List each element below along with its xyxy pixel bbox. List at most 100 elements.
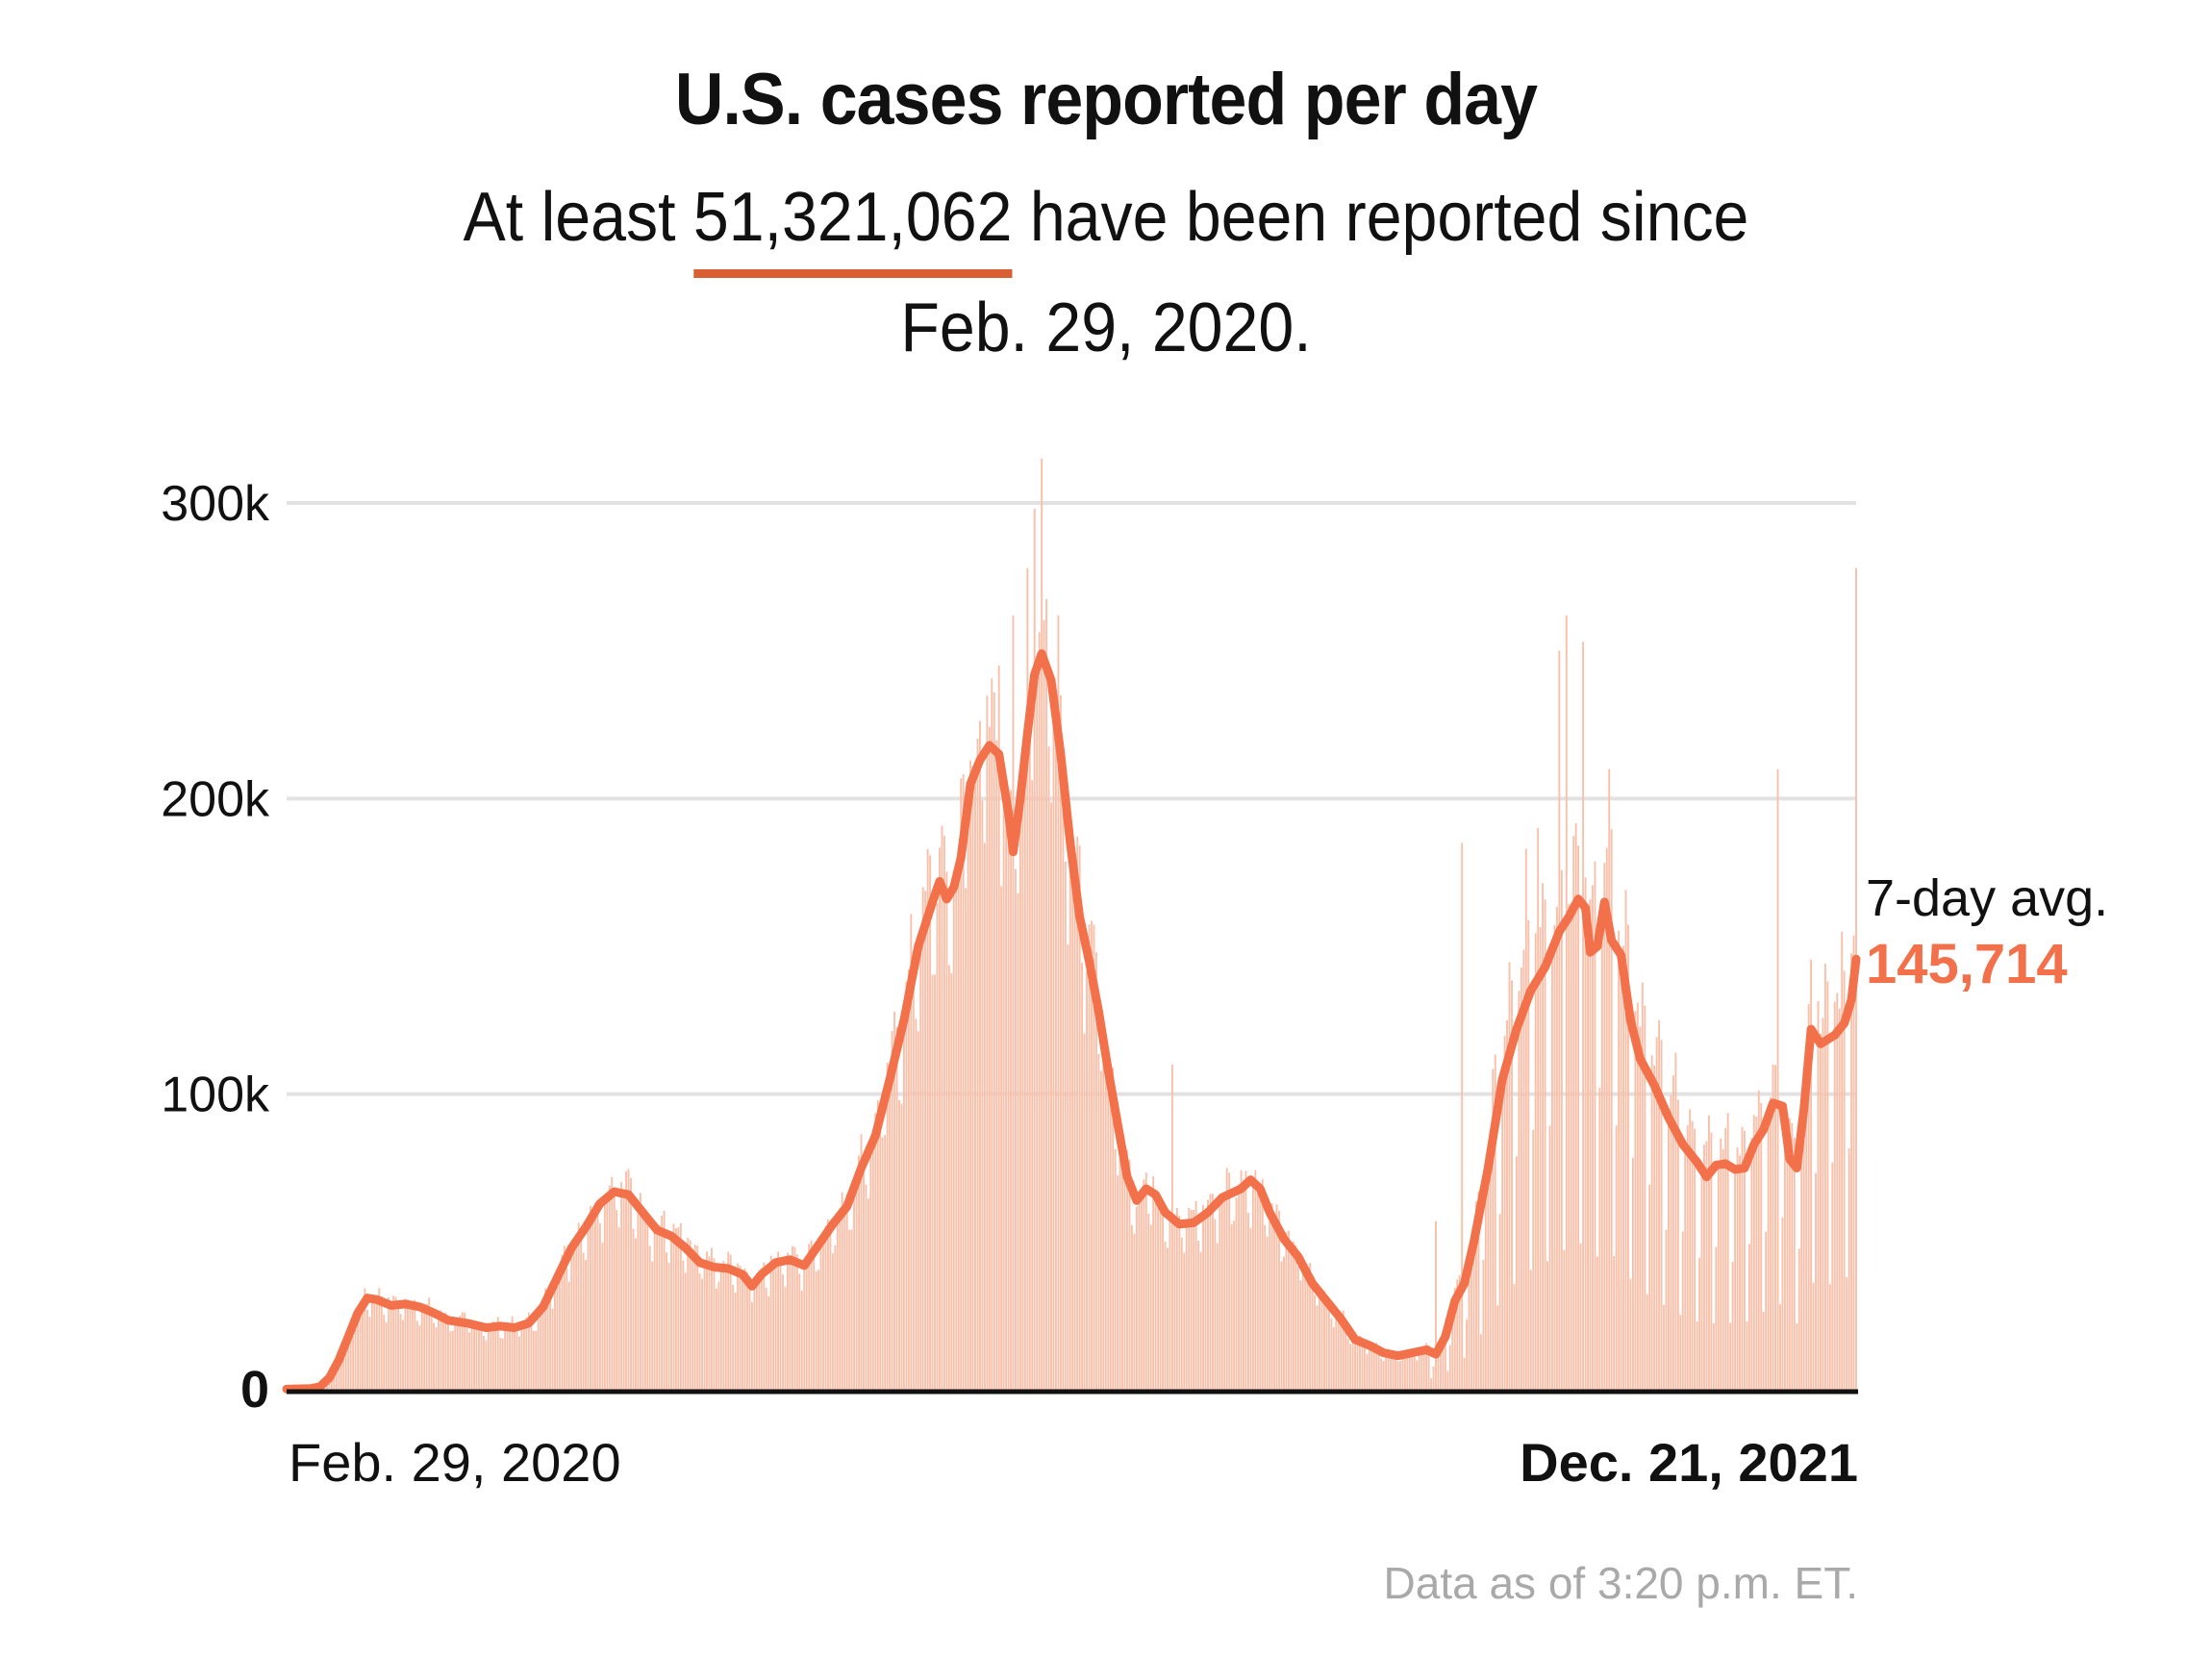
daily-case-bar	[1342, 1310, 1345, 1390]
daily-case-bar	[969, 760, 972, 1390]
daily-case-bar	[1202, 1204, 1204, 1390]
daily-case-bar	[952, 870, 955, 1390]
daily-case-bar	[779, 1257, 782, 1390]
daily-case-bar	[580, 1231, 583, 1390]
daily-case-bar	[1574, 823, 1577, 1390]
daily-case-bar	[1356, 1336, 1359, 1390]
daily-case-bar	[971, 766, 974, 1390]
daily-case-bar	[672, 1223, 675, 1390]
daily-case-bar	[1005, 799, 1008, 1390]
daily-case-bar	[603, 1197, 606, 1390]
daily-case-bar	[1584, 877, 1587, 1390]
daily-case-bar	[1219, 1195, 1221, 1390]
daily-case-bar	[742, 1275, 743, 1390]
y-axis-ticks: 0 100k 200k 300k	[161, 476, 270, 1419]
daily-case-bar	[774, 1264, 777, 1390]
daily-case-bar	[420, 1307, 423, 1390]
daily-case-bar	[979, 720, 981, 1390]
daily-case-bar	[1071, 857, 1074, 1390]
daily-case-bar	[1144, 1172, 1147, 1390]
daily-case-bar	[1518, 991, 1521, 1390]
daily-case-bar	[658, 1225, 661, 1390]
daily-case-bar	[753, 1286, 756, 1390]
daily-case-bar	[1631, 1157, 1634, 1390]
daily-case-bar	[739, 1265, 742, 1390]
daily-case-bar	[874, 1113, 877, 1390]
daily-case-bar	[1290, 1245, 1293, 1390]
daily-case-bar	[860, 1134, 863, 1390]
daily-case-bar	[1838, 1008, 1841, 1390]
daily-case-bar	[1729, 1322, 1732, 1390]
daily-case-bar	[1479, 1334, 1482, 1390]
daily-case-bar	[784, 1286, 787, 1390]
daily-case-bar	[1283, 1256, 1285, 1390]
daily-case-bar	[375, 1298, 378, 1390]
daily-case-bar	[1244, 1170, 1247, 1390]
daily-case-bar	[1503, 1035, 1506, 1390]
daily-case-bar	[1466, 1319, 1469, 1390]
daily-case-bar	[1627, 924, 1629, 1390]
daily-case-bar	[1045, 598, 1048, 1390]
daily-case-bar	[591, 1215, 594, 1390]
daily-case-bar	[1644, 1005, 1646, 1390]
daily-case-bar	[667, 1263, 670, 1390]
daily-case-bar	[1036, 677, 1039, 1390]
daily-case-bar	[1128, 1159, 1131, 1390]
daily-case-bar	[743, 1269, 746, 1390]
daily-case-bar	[561, 1254, 564, 1390]
daily-case-bar	[440, 1310, 442, 1390]
daily-case-bar	[641, 1213, 644, 1390]
daily-case-bar	[865, 1184, 867, 1390]
daily-case-bar	[763, 1262, 766, 1390]
daily-case-bar	[1083, 1033, 1086, 1390]
daily-case-bar	[1551, 943, 1553, 1390]
daily-case-bar	[1670, 1094, 1672, 1390]
daily-case-bar	[1676, 1099, 1679, 1390]
daily-case-bar	[824, 1225, 827, 1390]
daily-case-bar	[590, 1205, 591, 1390]
daily-case-bar	[915, 1018, 917, 1390]
daily-case-bar	[931, 974, 934, 1390]
daily-case-bar	[808, 1244, 811, 1390]
daily-case-bar	[910, 914, 913, 1390]
daily-case-bar	[1275, 1204, 1278, 1390]
daily-case-bar	[1081, 963, 1084, 1390]
daily-case-bar	[501, 1338, 504, 1390]
daily-bars	[286, 458, 1857, 1390]
daily-case-bar	[1059, 695, 1062, 1390]
daily-case-bar	[1411, 1351, 1414, 1390]
daily-case-bar	[582, 1252, 585, 1390]
daily-case-bar	[399, 1314, 402, 1390]
daily-case-bar	[487, 1326, 490, 1390]
daily-case-bar	[1553, 924, 1556, 1390]
daily-case-bar	[577, 1222, 580, 1390]
daily-case-bar	[941, 825, 943, 1390]
daily-case-bar	[1323, 1291, 1325, 1390]
daily-case-bar	[1050, 802, 1052, 1390]
daily-case-bar	[617, 1227, 620, 1390]
daily-case-bar	[1546, 1261, 1548, 1390]
daily-case-bar	[1335, 1311, 1338, 1390]
daily-case-bar	[1133, 1233, 1136, 1390]
daily-case-bar	[1747, 1244, 1750, 1390]
daily-case-bar	[335, 1370, 338, 1390]
daily-case-bar	[810, 1240, 813, 1390]
daily-case-bar	[983, 842, 986, 1390]
daily-case-bar	[791, 1245, 793, 1390]
daily-case-bar	[1841, 931, 1844, 1390]
daily-case-bar	[713, 1258, 716, 1390]
daily-case-bar	[1720, 1138, 1722, 1390]
daily-case-bar	[1684, 1143, 1687, 1390]
daily-case-bar	[1000, 886, 1003, 1390]
daily-case-bar	[1710, 1132, 1713, 1390]
daily-case-bar	[919, 950, 922, 1390]
daily-case-bar	[1193, 1209, 1195, 1390]
daily-case-bar	[1147, 1213, 1150, 1390]
daily-case-bar	[879, 1105, 882, 1390]
daily-case-bar	[1403, 1354, 1406, 1390]
daily-case-bar	[1482, 1259, 1485, 1390]
daily-case-bar	[1256, 1180, 1259, 1390]
daily-case-bar	[518, 1336, 520, 1390]
daily-case-bar	[465, 1327, 468, 1390]
data-timestamp-footnote: Data as of 3:20 p.m. ET.	[1384, 1558, 1858, 1608]
